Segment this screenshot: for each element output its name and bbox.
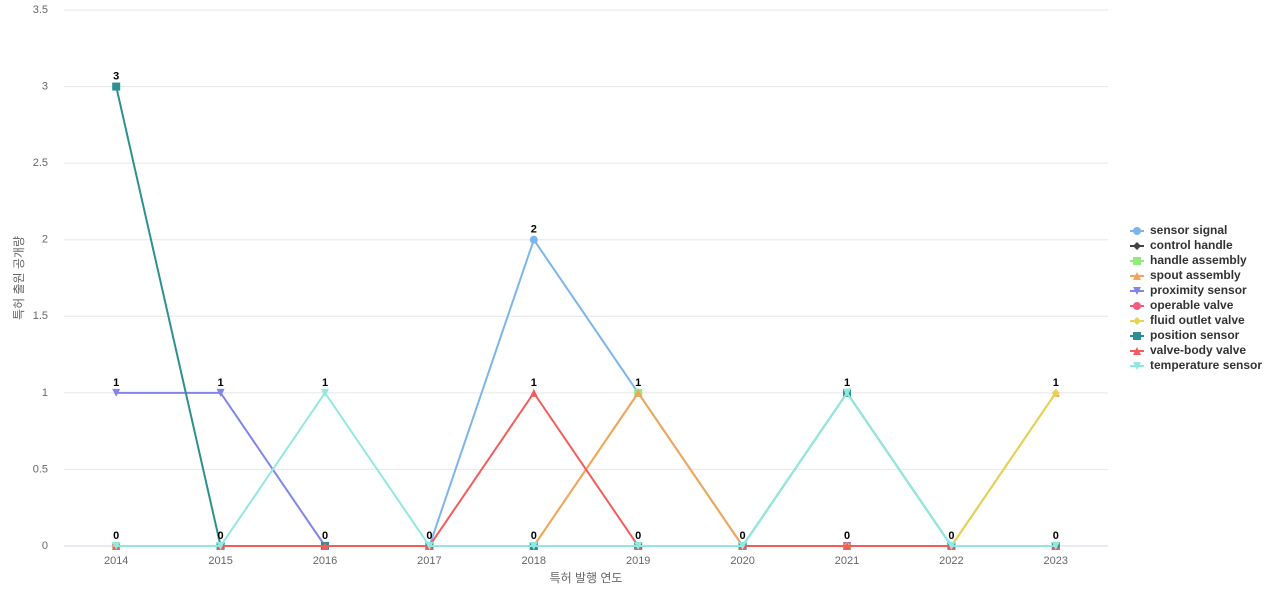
data-label: 0 xyxy=(218,530,224,542)
data-label: 1 xyxy=(113,377,119,389)
x-tick-label: 2021 xyxy=(835,555,859,567)
y-tick-label: 2 xyxy=(42,234,48,246)
y-tick-label: 3 xyxy=(42,80,48,92)
legend-item: valve-body valve xyxy=(1130,343,1246,357)
x-tick-label: 2014 xyxy=(104,555,128,567)
marker xyxy=(529,542,538,550)
data-label: 0 xyxy=(948,530,954,542)
series xyxy=(112,388,1060,550)
x-tick-label: 2022 xyxy=(939,555,963,567)
data-label: 0 xyxy=(740,530,746,542)
data-label: 1 xyxy=(218,377,224,389)
legend-label: temperature sensor xyxy=(1150,358,1262,372)
legend-item: sensor signal xyxy=(1130,223,1227,237)
marker xyxy=(1051,542,1060,550)
marker xyxy=(947,542,956,550)
marker xyxy=(529,235,538,244)
y-tick-label: 2.5 xyxy=(33,157,48,169)
x-tick-label: 2023 xyxy=(1044,555,1068,567)
legend-symbol xyxy=(1133,287,1141,295)
data-label: 1 xyxy=(322,377,328,389)
legend-label: spout assembly xyxy=(1150,268,1241,282)
legend-symbol xyxy=(1133,362,1141,370)
data-label: 2 xyxy=(531,224,537,236)
marker xyxy=(321,388,329,397)
marker xyxy=(1051,388,1060,397)
data-label: 0 xyxy=(844,530,850,542)
marker xyxy=(738,542,747,550)
legend-item: temperature sensor xyxy=(1130,358,1262,372)
data-label: 1 xyxy=(531,377,537,389)
data-label: 0 xyxy=(322,530,328,542)
legend-label: proximity sensor xyxy=(1150,283,1247,297)
marker xyxy=(843,542,851,550)
marker xyxy=(112,82,121,91)
legend-symbol xyxy=(1133,347,1141,355)
marker xyxy=(634,542,643,550)
legend-symbol xyxy=(1133,272,1141,280)
data-label: 0 xyxy=(113,530,119,542)
data-label: 1 xyxy=(844,377,850,389)
x-tick-label: 2018 xyxy=(522,555,546,567)
x-tick-label: 2019 xyxy=(626,555,650,567)
data-label: 0 xyxy=(426,530,432,542)
data-label: 3 xyxy=(113,70,119,82)
legend-item: position sensor xyxy=(1130,328,1240,342)
y-tick-label: 3.5 xyxy=(33,4,48,16)
x-axis-title: 특허 발행 연도 xyxy=(550,570,623,585)
marker xyxy=(634,388,643,397)
data-label: 1 xyxy=(1053,377,1059,389)
legend-symbol xyxy=(1133,302,1141,310)
legend-label: fluid outlet valve xyxy=(1150,313,1245,327)
legend-symbol xyxy=(1133,242,1141,250)
marker xyxy=(529,388,538,397)
legend-label: control handle xyxy=(1150,238,1233,252)
x-tick-label: 2017 xyxy=(417,555,441,567)
data-label: 0 xyxy=(531,530,537,542)
legend-item: spout assembly xyxy=(1130,268,1241,282)
marker xyxy=(425,542,434,550)
legend-label: position sensor xyxy=(1150,328,1240,342)
legend-item: proximity sensor xyxy=(1130,283,1247,297)
x-tick-label: 2016 xyxy=(313,555,337,567)
legend-label: sensor signal xyxy=(1150,223,1227,237)
legend-symbol xyxy=(1133,257,1141,265)
data-label: 0 xyxy=(635,530,641,542)
y-tick-label: 1.5 xyxy=(33,310,48,322)
y-axis-title: 특허 출원 공개량 xyxy=(12,236,26,320)
legend-label: handle assembly xyxy=(1150,253,1247,267)
marker xyxy=(112,388,121,397)
legend-label: operable valve xyxy=(1150,298,1234,312)
legend-item: operable valve xyxy=(1130,298,1234,312)
marker xyxy=(216,542,225,550)
marker xyxy=(843,388,851,397)
marker xyxy=(216,388,225,397)
marker xyxy=(321,542,329,550)
legend-symbol xyxy=(1133,332,1141,340)
data-label: 1 xyxy=(635,377,641,389)
legend-item: fluid outlet valve xyxy=(1130,313,1245,327)
y-tick-label: 0 xyxy=(42,540,48,552)
legend-symbol xyxy=(1133,227,1141,235)
x-tick-label: 2015 xyxy=(208,555,232,567)
legend-label: valve-body valve xyxy=(1150,343,1246,357)
legend-symbol xyxy=(1133,317,1141,325)
legend-item: control handle xyxy=(1130,238,1233,252)
y-tick-label: 1 xyxy=(42,387,48,399)
line xyxy=(116,391,1056,547)
data-label: 0 xyxy=(1053,530,1059,542)
y-tick-label: 0.5 xyxy=(33,463,48,475)
legend-item: handle assembly xyxy=(1130,253,1247,267)
line xyxy=(116,391,1056,547)
marker xyxy=(112,542,121,550)
x-tick-label: 2020 xyxy=(730,555,754,567)
